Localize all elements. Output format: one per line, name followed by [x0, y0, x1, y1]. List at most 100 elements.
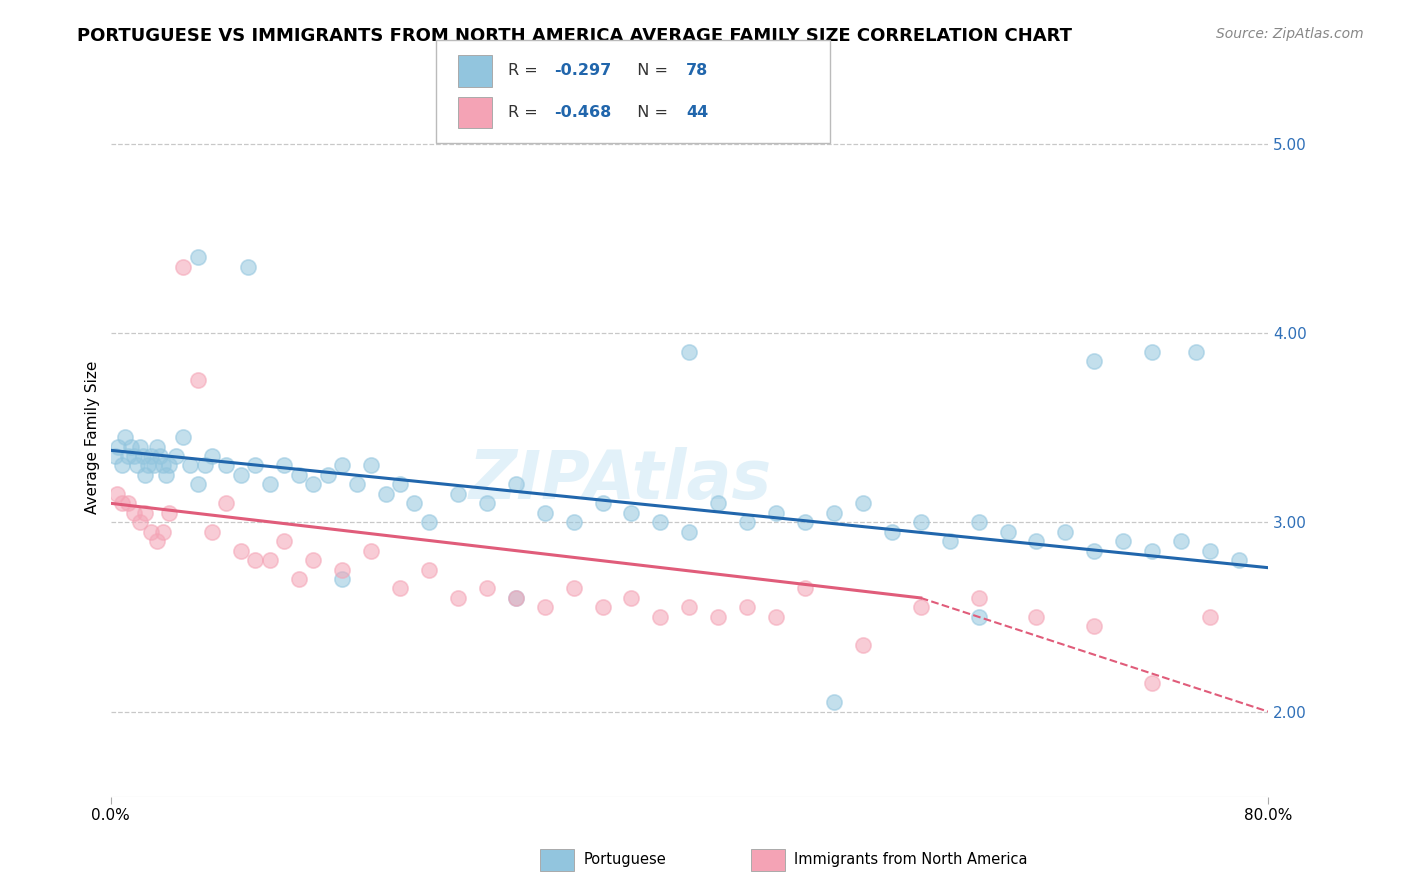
- Point: [707, 610, 730, 624]
- Point: [141, 449, 163, 463]
- Point: [389, 582, 412, 596]
- Point: [910, 600, 932, 615]
- Point: [1083, 543, 1105, 558]
- Y-axis label: Average Family Size: Average Family Size: [86, 360, 100, 514]
- Point: [404, 496, 426, 510]
- Point: [1112, 534, 1135, 549]
- Point: [389, 477, 412, 491]
- Point: [186, 477, 208, 491]
- Point: [128, 515, 150, 529]
- Point: [111, 496, 134, 510]
- Point: [157, 506, 180, 520]
- Point: [418, 515, 440, 529]
- Point: [152, 458, 174, 473]
- Point: [1184, 344, 1206, 359]
- Point: [236, 260, 259, 274]
- Point: [505, 591, 527, 605]
- Point: [562, 515, 585, 529]
- Point: [125, 458, 148, 473]
- Point: [155, 467, 177, 482]
- Point: [880, 524, 903, 539]
- Point: [259, 477, 281, 491]
- Point: [765, 610, 787, 624]
- Point: [650, 610, 672, 624]
- Point: [194, 458, 217, 473]
- Point: [1083, 354, 1105, 368]
- Point: [1199, 610, 1222, 624]
- Point: [1025, 610, 1047, 624]
- Point: [107, 440, 129, 454]
- Point: [245, 458, 267, 473]
- Point: [678, 524, 700, 539]
- Point: [707, 496, 730, 510]
- Point: [273, 534, 295, 549]
- Point: [172, 430, 194, 444]
- Point: [229, 467, 252, 482]
- Point: [131, 449, 153, 463]
- Point: [852, 496, 875, 510]
- Text: PORTUGUESE VS IMMIGRANTS FROM NORTH AMERICA AVERAGE FAMILY SIZE CORRELATION CHAR: PORTUGUESE VS IMMIGRANTS FROM NORTH AMER…: [77, 27, 1073, 45]
- Point: [418, 563, 440, 577]
- Text: R =: R =: [508, 63, 543, 78]
- Point: [111, 458, 134, 473]
- Point: [172, 260, 194, 274]
- Point: [447, 591, 470, 605]
- Point: [215, 496, 238, 510]
- Point: [330, 458, 353, 473]
- Point: [910, 515, 932, 529]
- Point: [149, 449, 172, 463]
- Point: [302, 477, 325, 491]
- Point: [1054, 524, 1077, 539]
- Point: [1227, 553, 1250, 567]
- Point: [186, 373, 208, 387]
- Point: [146, 534, 169, 549]
- Point: [533, 600, 555, 615]
- Point: [938, 534, 960, 549]
- Point: [302, 553, 325, 567]
- Point: [678, 344, 700, 359]
- Point: [215, 458, 238, 473]
- Text: Immigrants from North America: Immigrants from North America: [794, 853, 1028, 867]
- Point: [136, 458, 159, 473]
- Point: [678, 600, 700, 615]
- Point: [287, 572, 309, 586]
- Point: [143, 458, 166, 473]
- Point: [1199, 543, 1222, 558]
- Point: [152, 524, 174, 539]
- Point: [229, 543, 252, 558]
- Point: [505, 477, 527, 491]
- Point: [201, 524, 224, 539]
- Point: [134, 506, 156, 520]
- Point: [287, 467, 309, 482]
- Text: R =: R =: [508, 105, 543, 120]
- Point: [122, 506, 145, 520]
- Point: [273, 458, 295, 473]
- Point: [330, 572, 353, 586]
- Point: [650, 515, 672, 529]
- Point: [1025, 534, 1047, 549]
- Point: [179, 458, 201, 473]
- Point: [330, 563, 353, 577]
- Point: [852, 638, 875, 652]
- Point: [360, 458, 382, 473]
- Text: 44: 44: [686, 105, 709, 120]
- Point: [1083, 619, 1105, 633]
- Text: N =: N =: [627, 105, 673, 120]
- Point: [1140, 543, 1163, 558]
- Point: [735, 515, 758, 529]
- Point: [562, 582, 585, 596]
- Point: [245, 553, 267, 567]
- Point: [117, 496, 139, 510]
- Point: [105, 487, 128, 501]
- Point: [165, 449, 187, 463]
- Point: [533, 506, 555, 520]
- Point: [134, 467, 156, 482]
- Point: [1170, 534, 1192, 549]
- Point: [794, 515, 817, 529]
- Point: [794, 582, 817, 596]
- Point: [967, 591, 990, 605]
- Point: [1140, 344, 1163, 359]
- Point: [823, 695, 845, 709]
- Point: [475, 582, 498, 596]
- Text: 78: 78: [686, 63, 709, 78]
